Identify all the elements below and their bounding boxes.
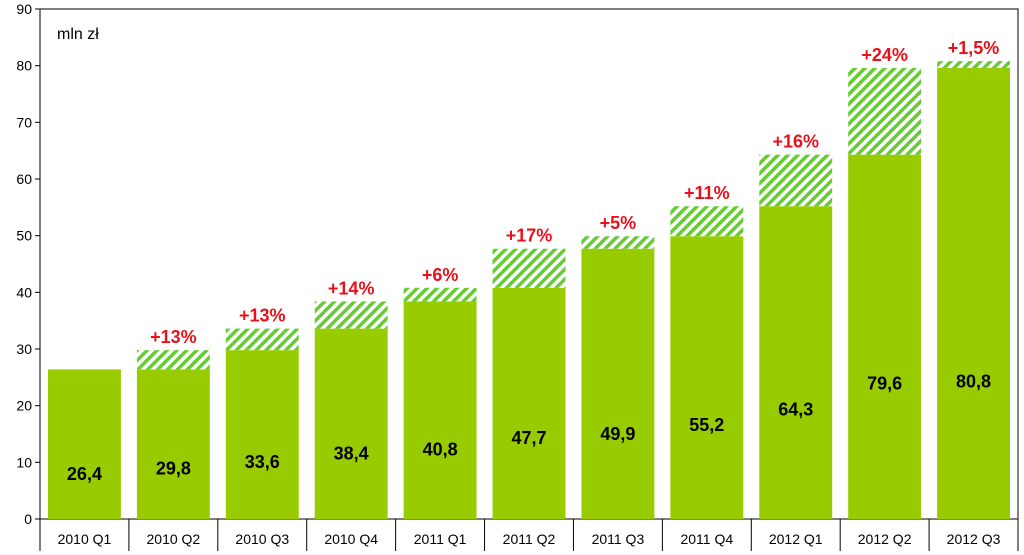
bar-value-label: 79,6 (867, 374, 902, 394)
growth-label: +5% (600, 213, 637, 233)
bar-value-label: 55,2 (689, 415, 724, 435)
bar-growth-segment (225, 328, 299, 351)
x-category-label: 2011 Q1 (414, 531, 467, 547)
y-tick-label: 90 (16, 1, 32, 17)
bar-growth-segment (403, 287, 477, 302)
bar (314, 328, 388, 519)
bar (136, 369, 210, 519)
y-tick-label: 60 (16, 171, 32, 187)
x-category-label: 2012 Q3 (947, 531, 1001, 547)
x-category-label: 2011 Q3 (592, 531, 645, 547)
bar-value-label: 40,8 (423, 440, 458, 460)
y-tick-label: 30 (16, 341, 32, 357)
y-tick-label: 20 (16, 398, 32, 414)
axes: 0 10 20 30 40 50 60 70 80 90 2010 Q1 2010 Q2 2010 Q3… (16, 1, 1019, 551)
x-category-label: 2011 Q2 (503, 531, 556, 547)
bar (225, 350, 299, 519)
growth-label: +13% (150, 327, 197, 347)
growth-label: +13% (239, 306, 286, 326)
y-tick-label: 40 (16, 284, 32, 300)
growth-label: +11% (684, 183, 730, 203)
bar (759, 206, 833, 519)
growth-label: +24% (861, 45, 908, 65)
bar (48, 369, 121, 519)
growth-label: +16% (772, 132, 819, 152)
bar-growth-segment (581, 236, 655, 249)
unit-label: mln zł (57, 26, 99, 43)
bars (48, 61, 1010, 519)
x-category-label: 2010 Q1 (58, 531, 112, 547)
growth-label: +14% (328, 278, 375, 298)
bar-value-label: 49,9 (600, 424, 635, 444)
bar-growth-segment (670, 206, 744, 237)
growth-label: +17% (506, 226, 553, 246)
x-category-label: 2010 Q4 (324, 531, 378, 547)
growth-label: +6% (422, 265, 459, 285)
y-tick-label: 80 (16, 58, 32, 74)
x-category-label: 2011 Q4 (680, 531, 733, 547)
bar (848, 154, 922, 519)
y-tick-label: 70 (16, 114, 32, 130)
bar (492, 287, 566, 519)
bar-growth-segment (759, 154, 833, 207)
bar-growth-segment (136, 350, 210, 370)
bar-value-label: 38,4 (334, 444, 369, 464)
x-category-label: 2010 Q2 (147, 531, 201, 547)
bar (670, 236, 744, 519)
x-category-label: 2012 Q2 (858, 531, 912, 547)
y-tick-label: 10 (16, 454, 32, 470)
bar-value-label: 64,3 (778, 400, 813, 420)
bar (403, 301, 477, 519)
bar-growth-segment (492, 248, 566, 288)
bar-value-label: 29,8 (156, 458, 191, 478)
growth-label: +1,5% (948, 38, 1000, 58)
x-category-label: 2010 Q3 (235, 531, 289, 547)
bar-value-label: 47,7 (511, 428, 546, 448)
bar-growth-segment (848, 67, 922, 155)
labels: 26,4 29,8 +13% 33,6 +13% 38,4 +14% 40,8 +6% 47,7 +… (67, 38, 999, 484)
bar-value-label: 26,4 (67, 464, 102, 484)
bar-value-label: 33,6 (245, 452, 280, 472)
bar (581, 248, 655, 519)
y-tick-label: 50 (16, 228, 32, 244)
bar-growth-segment (937, 61, 1010, 68)
x-category-label: 2012 Q1 (769, 531, 823, 547)
bar-value-label: 80,8 (956, 372, 991, 392)
y-tick-label: 0 (24, 511, 32, 527)
bar-growth-segment (314, 301, 388, 329)
bar (937, 67, 1010, 519)
